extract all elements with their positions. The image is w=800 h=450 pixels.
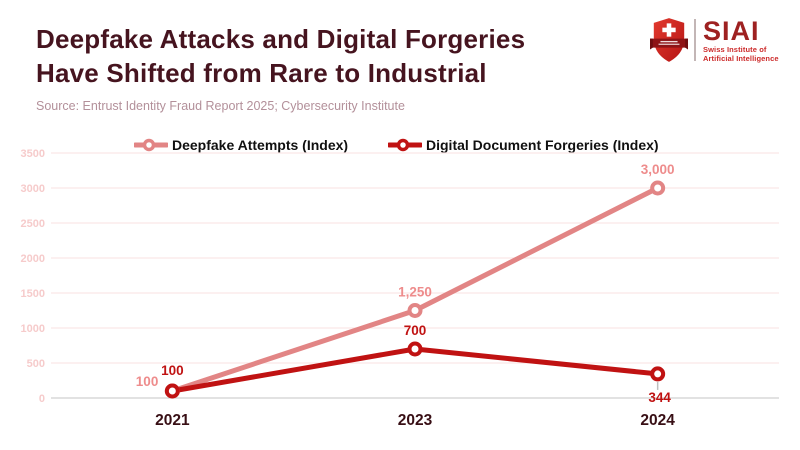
banner-left-wing [650,38,653,50]
logo-name-line-2: Artificial Intelligence [703,53,779,63]
y-tick-label: 1000 [21,323,45,335]
data-point-label: 3,000 [641,162,675,177]
x-tick-label: 2021 [155,412,190,429]
data-point-marker [164,383,180,399]
legend-item-digital-forgeries: Digital Document Forgeries (Index) [388,135,659,155]
data-point-label: 344 [648,390,671,405]
banner-text-strip [658,43,680,45]
title-line-1: Deepfake Attacks and Digital Forgeries [36,24,526,54]
y-tick-label: 2500 [21,218,45,230]
data-point-label: 1,250 [398,285,432,300]
y-tick-label: 500 [27,358,45,370]
logo-text: SIAI Swiss Institute of Artificial Intel… [703,15,779,63]
line-marker-icon [134,138,168,152]
page-title: Deepfake Attacks and Digital Forgeries H… [36,22,636,90]
data-point-marker [650,180,666,196]
data-point-marker [407,341,423,357]
data-point-marker [650,366,666,382]
legend-label: Deepfake Attempts (Index) [172,137,349,153]
x-tick-label: 2023 [398,412,433,429]
title-line-2: Have Shifted from Rare to Industrial [36,58,487,88]
y-tick-label: 2000 [21,253,45,265]
legend-item-deepfake-attempts: Deepfake Attempts (Index) [134,135,348,155]
data-point-label: 100 [136,374,159,389]
logo-name-line-1: Swiss Institute of [703,44,767,54]
legend-label: Digital Document Forgeries (Index) [426,137,659,153]
source-caption: Source: Entrust Identity Fraud Report 20… [36,99,405,113]
data-point-marker [407,303,423,318]
banner-text-strip [660,40,678,43]
shield-banner [650,38,688,48]
line-marker-icon [388,138,422,152]
x-tick-label: 2024 [640,412,675,429]
chart-legend: Deepfake Attempts (Index) Digital Docume… [0,135,800,155]
data-point-label: 700 [404,323,427,338]
y-tick-label: 1500 [21,288,45,300]
logo-divider [694,19,696,61]
swiss-cross-horizontal [662,27,676,33]
shield-icon [650,18,688,62]
siai-logo: SIAI Swiss Institute of Artificial Intel… [650,17,779,63]
y-tick-label: 3000 [21,183,45,195]
banner-right-wing [685,38,688,50]
y-tick-label: 3500 [21,148,45,160]
logo-acronym: SIAI [703,15,760,46]
y-tick-label: 0 [39,393,45,405]
data-point-label: 100 [161,363,184,378]
